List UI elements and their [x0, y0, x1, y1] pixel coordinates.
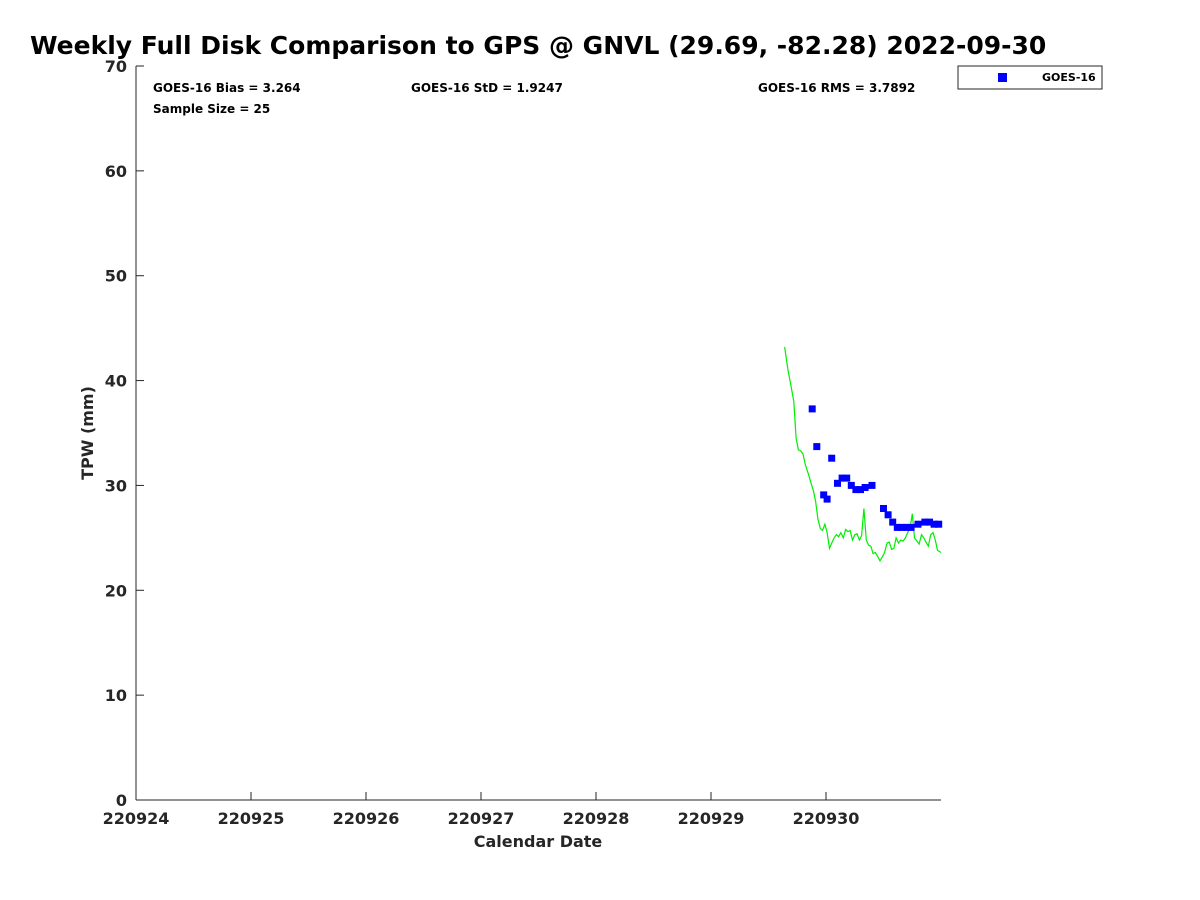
goes16-point	[813, 443, 821, 451]
goes16-point	[868, 481, 876, 489]
x-tick-label: 220927	[448, 809, 515, 828]
legend: GOES-16	[957, 65, 1103, 90]
goes16-point	[834, 479, 841, 487]
y-tick-label: 50	[105, 267, 127, 286]
stat-bias: GOES-16 Bias = 3.264	[153, 81, 301, 95]
x-ticks: 220924 220925 220926 220927 220928 220929 2209…	[103, 792, 860, 828]
chart-title: Weekly Full Disk Comparison to GPS @ GNV…	[30, 31, 1046, 60]
x-tick-label: 220928	[563, 809, 630, 828]
goes16-point	[907, 523, 915, 531]
y-axis-label: TPW (mm)	[78, 386, 97, 480]
goes16-point	[880, 505, 887, 512]
gps-line	[784, 346, 942, 563]
goes16-point	[893, 523, 901, 531]
goes16-point	[847, 481, 855, 489]
goes16-point	[926, 518, 933, 526]
y-tick-label: 10	[105, 686, 127, 705]
y-tick-label: 40	[105, 372, 127, 391]
goes16-point	[930, 520, 938, 528]
goes16-point	[808, 405, 816, 413]
goes16-point	[935, 520, 943, 528]
y-tick-label: 70	[105, 57, 127, 76]
series-gps	[784, 346, 942, 563]
legend-label-goes16: GOES-16	[1042, 71, 1096, 84]
y-tick-label: 30	[105, 476, 127, 495]
x-tick-label: 220926	[333, 809, 400, 828]
y-tick-label: 20	[105, 581, 127, 600]
goes16-point	[889, 518, 897, 526]
x-tick-label: 220925	[218, 809, 285, 828]
stat-std: GOES-16 StD = 1.9247	[411, 81, 563, 95]
goes16-point	[903, 523, 910, 531]
goes16-point	[921, 518, 929, 526]
goes16-point	[823, 495, 831, 503]
goes16-point	[852, 486, 860, 494]
goes16-point	[861, 484, 869, 491]
stat-sample-size: Sample Size = 25	[153, 102, 270, 116]
goes16-point	[838, 474, 846, 482]
y-tick-label: 60	[105, 162, 127, 181]
y-ticks: 0 10 20 30 40 50 60 70	[105, 57, 144, 810]
goes16-point	[914, 520, 922, 528]
axes	[135, 66, 941, 801]
y-tick-label: 0	[116, 791, 127, 810]
x-tick-label: 220930	[793, 809, 860, 828]
goes16-point	[828, 454, 836, 462]
stat-rms: GOES-16 RMS = 3.7892	[758, 81, 915, 95]
goes16-point	[843, 474, 851, 482]
x-tick-label: 220929	[678, 809, 745, 828]
x-tick-label: 220924	[103, 809, 170, 828]
legend-marker-goes16	[998, 73, 1007, 82]
goes16-point	[857, 486, 864, 494]
legend-box	[957, 65, 1103, 90]
goes16-point	[820, 491, 828, 499]
goes16-point	[898, 523, 906, 531]
x-axis-label: Calendar Date	[474, 832, 603, 851]
series-goes16	[808, 405, 943, 531]
goes16-point	[884, 511, 892, 519]
